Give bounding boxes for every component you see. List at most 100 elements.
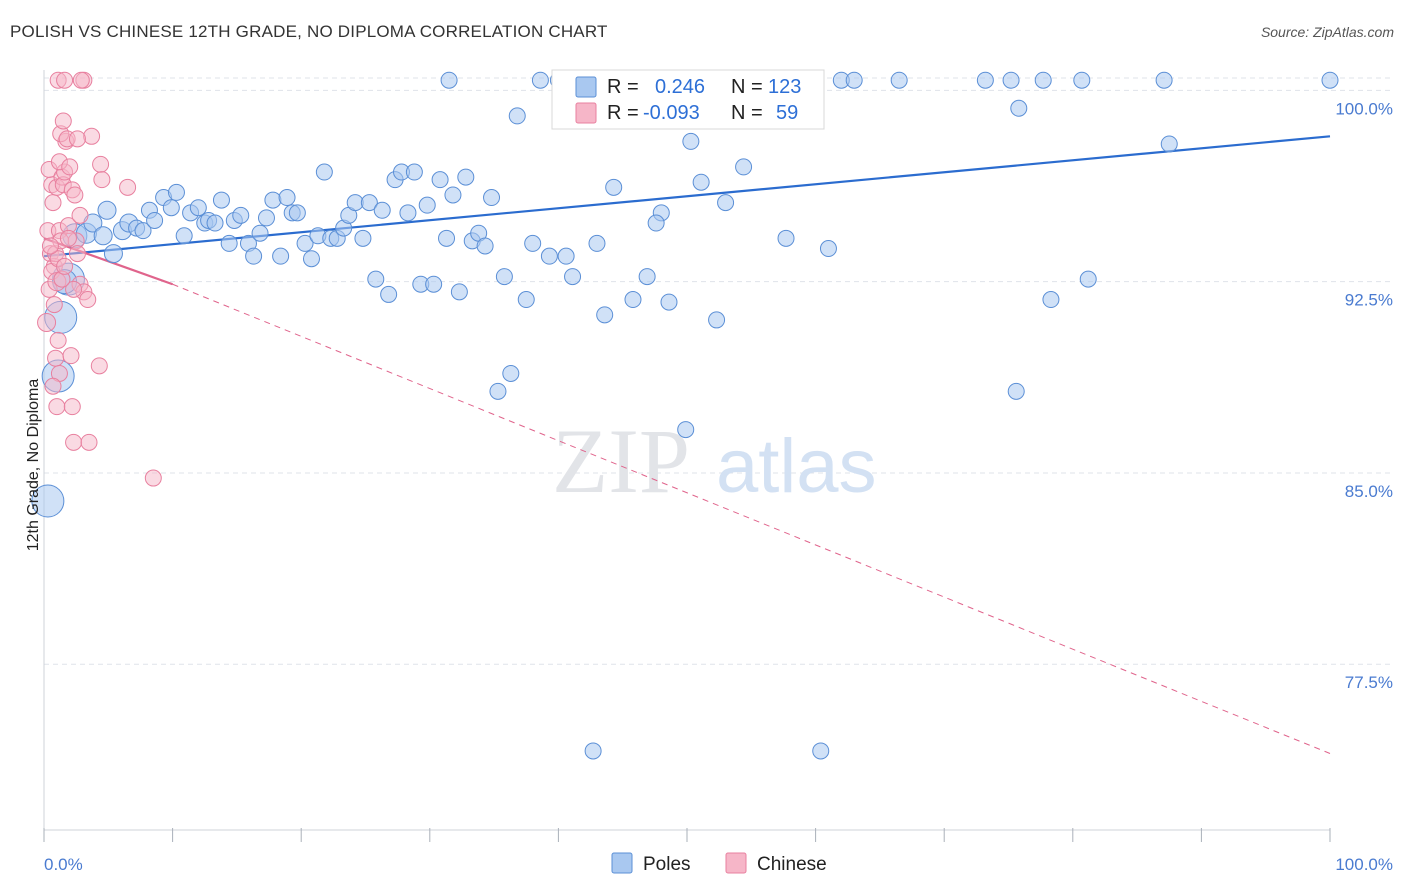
poles-point (976, 71, 994, 89)
poles-point (1160, 135, 1178, 153)
poles-point (1042, 291, 1060, 309)
y-tick-label: 77.5% (1345, 673, 1393, 692)
poles-point (346, 194, 364, 212)
chinese-point (44, 377, 62, 395)
poles-point (1321, 71, 1339, 89)
poles-point (232, 206, 250, 224)
tick-labels: 77.5% 85.0% 92.5% 100.0% 0.0% 100.0% (44, 99, 1393, 874)
bottom-legend-poles: Poles (643, 854, 691, 875)
poles-point (692, 173, 710, 191)
poles-point (660, 293, 678, 311)
poles-point (175, 227, 193, 245)
legend-chinese-r-label: R = (607, 102, 639, 124)
poles-point (399, 204, 417, 222)
poles-point (890, 71, 908, 89)
source-label: Source: ZipAtlas.com (1260, 24, 1394, 40)
chinese-point (83, 127, 101, 145)
poles-point (367, 270, 385, 288)
poles-point (315, 163, 333, 181)
poles-point (373, 201, 391, 219)
chinese-trend-line-dashed (172, 283, 1331, 754)
poles-point (251, 224, 269, 242)
chinese-point (66, 186, 84, 204)
chinese-point (48, 398, 66, 416)
bottom-legend-swatch-poles (611, 852, 633, 874)
poles-point (605, 178, 623, 196)
poles-point (360, 194, 378, 212)
chinese-point (54, 112, 72, 130)
poles-point (476, 237, 494, 255)
poles-point (354, 229, 372, 247)
legend-poles-n-value: 123 (768, 76, 801, 98)
poles-point (93, 226, 113, 246)
chinese-point (65, 280, 83, 298)
poles-point (162, 199, 180, 217)
poles-point (302, 250, 320, 268)
chinese-point (44, 194, 62, 212)
poles-point (380, 285, 398, 303)
poles-trend-line (43, 135, 1331, 258)
poles-point (288, 204, 306, 222)
poles-point (517, 291, 535, 309)
legend-box (551, 69, 825, 130)
x-tick-label: 0.0% (44, 855, 83, 874)
legend-poles-n-label: N = (731, 76, 763, 98)
poles-point (502, 364, 520, 382)
chinese-point (61, 158, 79, 176)
axes (43, 70, 1331, 842)
poles-point (647, 214, 665, 232)
poles-point (1079, 270, 1097, 288)
poles-point (564, 268, 582, 286)
poles-point (146, 211, 164, 229)
chinese-point (59, 229, 77, 247)
chinese-point (63, 398, 81, 416)
chinese-point (56, 257, 74, 275)
poles-point (1010, 99, 1028, 117)
poles-point (540, 247, 558, 265)
poles-point (97, 200, 117, 220)
poles-point (264, 191, 282, 209)
y-tick-label: 85.0% (1345, 482, 1393, 501)
watermark-zip: ZIP (552, 410, 690, 512)
chart-title: POLISH VS CHINESE 12TH GRADE, NO DIPLOMA… (10, 22, 608, 41)
poles-point (489, 382, 507, 400)
poles-point (134, 222, 152, 240)
poles-point (431, 171, 449, 189)
watermark-atlas: atlas (716, 424, 877, 509)
poles-point (245, 247, 263, 265)
chinese-point (68, 245, 86, 263)
chinese-point (49, 331, 67, 349)
chinese-point (56, 71, 74, 89)
poles-point (531, 71, 549, 89)
chinese-point (72, 71, 90, 89)
data-points (31, 71, 1339, 760)
poles-point (495, 268, 513, 286)
poles-point (735, 158, 753, 176)
poles-point (83, 213, 103, 233)
poles-point (278, 189, 296, 207)
poles-point (1034, 71, 1052, 89)
poles-point (1073, 71, 1091, 89)
poles-point (677, 421, 695, 439)
bottom-legend-chinese: Chinese (757, 854, 827, 875)
chinese-point (119, 178, 137, 196)
poles-point (624, 291, 642, 309)
legend-swatch-chinese (575, 102, 597, 124)
poles-point (212, 191, 230, 209)
poles-point (508, 107, 526, 125)
poles-point (557, 247, 575, 265)
poles-point (450, 283, 468, 301)
poles-point (425, 275, 443, 293)
poles-point (31, 484, 65, 518)
poles-point (584, 742, 602, 760)
poles-point (819, 240, 837, 258)
chinese-point (37, 312, 57, 332)
poles-point (103, 244, 123, 264)
poles-point (189, 199, 207, 217)
poles-point (418, 196, 436, 214)
chinese-point (79, 291, 97, 309)
poles-point (588, 234, 606, 252)
chinese-point (41, 237, 59, 255)
poles-point (1155, 71, 1173, 89)
